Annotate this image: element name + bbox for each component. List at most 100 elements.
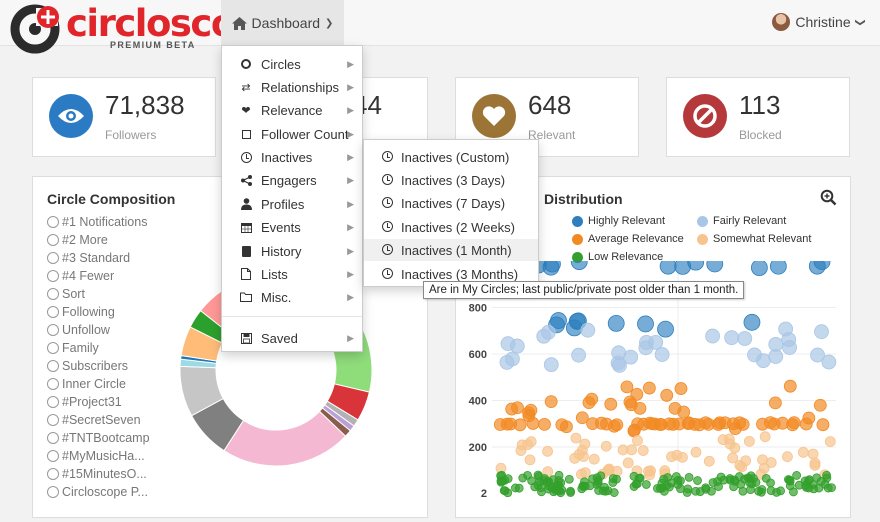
scatter-point[interactable]	[659, 474, 669, 484]
list-item[interactable]: #Project31	[47, 393, 150, 411]
scatter-point[interactable]	[534, 471, 544, 481]
list-item[interactable]: Sort	[47, 285, 150, 303]
scatter-point[interactable]	[609, 488, 619, 497]
scatter-point[interactable]	[565, 319, 583, 337]
scatter-point[interactable]	[585, 392, 599, 406]
scatter-point[interactable]	[754, 486, 764, 496]
scatter-point[interactable]	[542, 477, 552, 487]
scatter-point[interactable]	[816, 418, 830, 432]
scatter-point[interactable]	[601, 486, 610, 496]
scatter-point[interactable]	[575, 411, 589, 425]
scatter-point[interactable]	[641, 480, 651, 489]
menu-item-misc[interactable]: Misc. ▶	[222, 286, 362, 308]
scatter-point[interactable]	[604, 397, 618, 411]
scatter-point[interactable]	[538, 417, 551, 431]
list-item[interactable]: #1 Notifications	[47, 213, 150, 231]
scatter-point[interactable]	[643, 465, 654, 477]
scatter-point[interactable]	[727, 452, 739, 464]
scatter-point[interactable]	[804, 475, 814, 485]
scatter-point[interactable]	[736, 479, 746, 489]
followers-card[interactable]: 71,838 Followers	[32, 77, 216, 157]
scatter-point[interactable]	[509, 338, 525, 354]
scatter-point[interactable]	[797, 446, 809, 458]
scatter-point[interactable]	[666, 451, 677, 463]
menu-item-saved[interactable]: Saved ▶	[222, 327, 362, 349]
submenu-item-inactives-custom[interactable]: Inactives (Custom)	[364, 146, 538, 168]
list-item[interactable]: #15MinutesO...	[47, 465, 150, 483]
list-item[interactable]: Subscribers	[47, 357, 150, 375]
scatter-point[interactable]	[600, 440, 612, 452]
menu-item-events[interactable]: Events ▶	[222, 216, 362, 238]
scatter-point[interactable]	[540, 324, 556, 340]
scatter-point[interactable]	[657, 320, 674, 338]
submenu-item-inactives-2-weeks[interactable]: Inactives (2 Weeks)	[364, 216, 538, 238]
list-item[interactable]: Inner Circle	[47, 375, 150, 393]
scatter-point[interactable]	[579, 467, 591, 479]
menu-item-profiles[interactable]: Profiles ▶	[222, 193, 362, 215]
scatter-point[interactable]	[750, 261, 768, 277]
scatter-point[interactable]	[824, 436, 836, 448]
scatter-point[interactable]	[792, 471, 802, 480]
scatter-point[interactable]	[755, 353, 771, 369]
scatter-point[interactable]	[808, 261, 826, 275]
menu-item-inactives[interactable]: Inactives ▶	[222, 146, 362, 168]
scatter-point[interactable]	[631, 479, 641, 489]
scatter-point[interactable]	[504, 417, 517, 431]
scatter-point[interactable]	[630, 387, 644, 401]
blocked-card[interactable]: 113 Blocked	[666, 77, 850, 157]
scatter-point[interactable]	[807, 448, 819, 460]
scatter-point[interactable]	[610, 418, 624, 432]
scatter-point[interactable]	[524, 403, 538, 417]
scatter-point[interactable]	[632, 435, 643, 446]
scatter-point[interactable]	[603, 465, 615, 476]
scatter-point[interactable]	[822, 470, 831, 480]
scatter-point[interactable]	[570, 261, 588, 271]
scatter-point[interactable]	[724, 330, 740, 346]
scatter-point[interactable]	[688, 417, 702, 431]
list-item[interactable]: Unfollow	[47, 321, 150, 339]
scatter-point[interactable]	[592, 480, 602, 489]
scatter-point[interactable]	[544, 395, 558, 409]
relevant-card[interactable]: 648 Relevant	[455, 77, 639, 157]
menu-item-relationships[interactable]: ⇄ Relationships ▶	[222, 76, 362, 98]
legend-average-relevance[interactable]: Average Relevance	[572, 233, 684, 245]
list-item[interactable]: #MyMusicHa...	[47, 447, 150, 465]
scatter-point[interactable]	[518, 473, 528, 483]
submenu-item-inactives-3-days[interactable]: Inactives (3 Days)	[364, 169, 538, 191]
scatter-point[interactable]	[737, 331, 753, 346]
scatter-point[interactable]	[637, 315, 654, 333]
scatter-point[interactable]	[674, 382, 688, 395]
submenu-item-inactives-3-months[interactable]: Inactives (3 Months)	[364, 263, 538, 285]
legend-low-relevance[interactable]: Low Relevance	[572, 251, 663, 263]
scatter-point[interactable]	[684, 472, 694, 482]
scatter-point[interactable]	[610, 355, 626, 371]
scatter-point[interactable]	[759, 431, 771, 443]
scatter-point[interactable]	[637, 445, 649, 456]
scatter-point[interactable]	[821, 354, 837, 370]
zoom-icon[interactable]	[820, 189, 837, 206]
scatter-point[interactable]	[758, 462, 770, 474]
scatter-point[interactable]	[810, 347, 825, 363]
scatter-point[interactable]	[554, 470, 564, 480]
scatter-point[interactable]	[785, 476, 795, 486]
scatter-point[interactable]	[809, 459, 821, 471]
scatter-point[interactable]	[799, 417, 813, 431]
scatter-point[interactable]	[570, 432, 582, 444]
scatter-point[interactable]	[588, 453, 600, 465]
scatter-point[interactable]	[526, 417, 540, 430]
scatter-point[interactable]	[768, 396, 782, 410]
list-item[interactable]: #3 Standard	[47, 249, 150, 267]
scatter-point[interactable]	[660, 388, 674, 402]
scatter-point[interactable]	[620, 380, 634, 394]
scatter-point[interactable]	[511, 483, 520, 493]
scatter-point[interactable]	[813, 398, 827, 412]
scatter-point[interactable]	[566, 488, 575, 497]
list-item[interactable]: Circloscope P...	[47, 483, 150, 501]
scatter-point[interactable]	[814, 324, 829, 340]
scatter-point[interactable]	[699, 416, 712, 430]
scatter-point[interactable]	[554, 480, 564, 490]
scatter-point[interactable]	[734, 459, 746, 471]
scatter-point[interactable]	[543, 357, 559, 373]
scatter-point[interactable]	[693, 476, 702, 485]
scatter-point[interactable]	[637, 417, 650, 431]
